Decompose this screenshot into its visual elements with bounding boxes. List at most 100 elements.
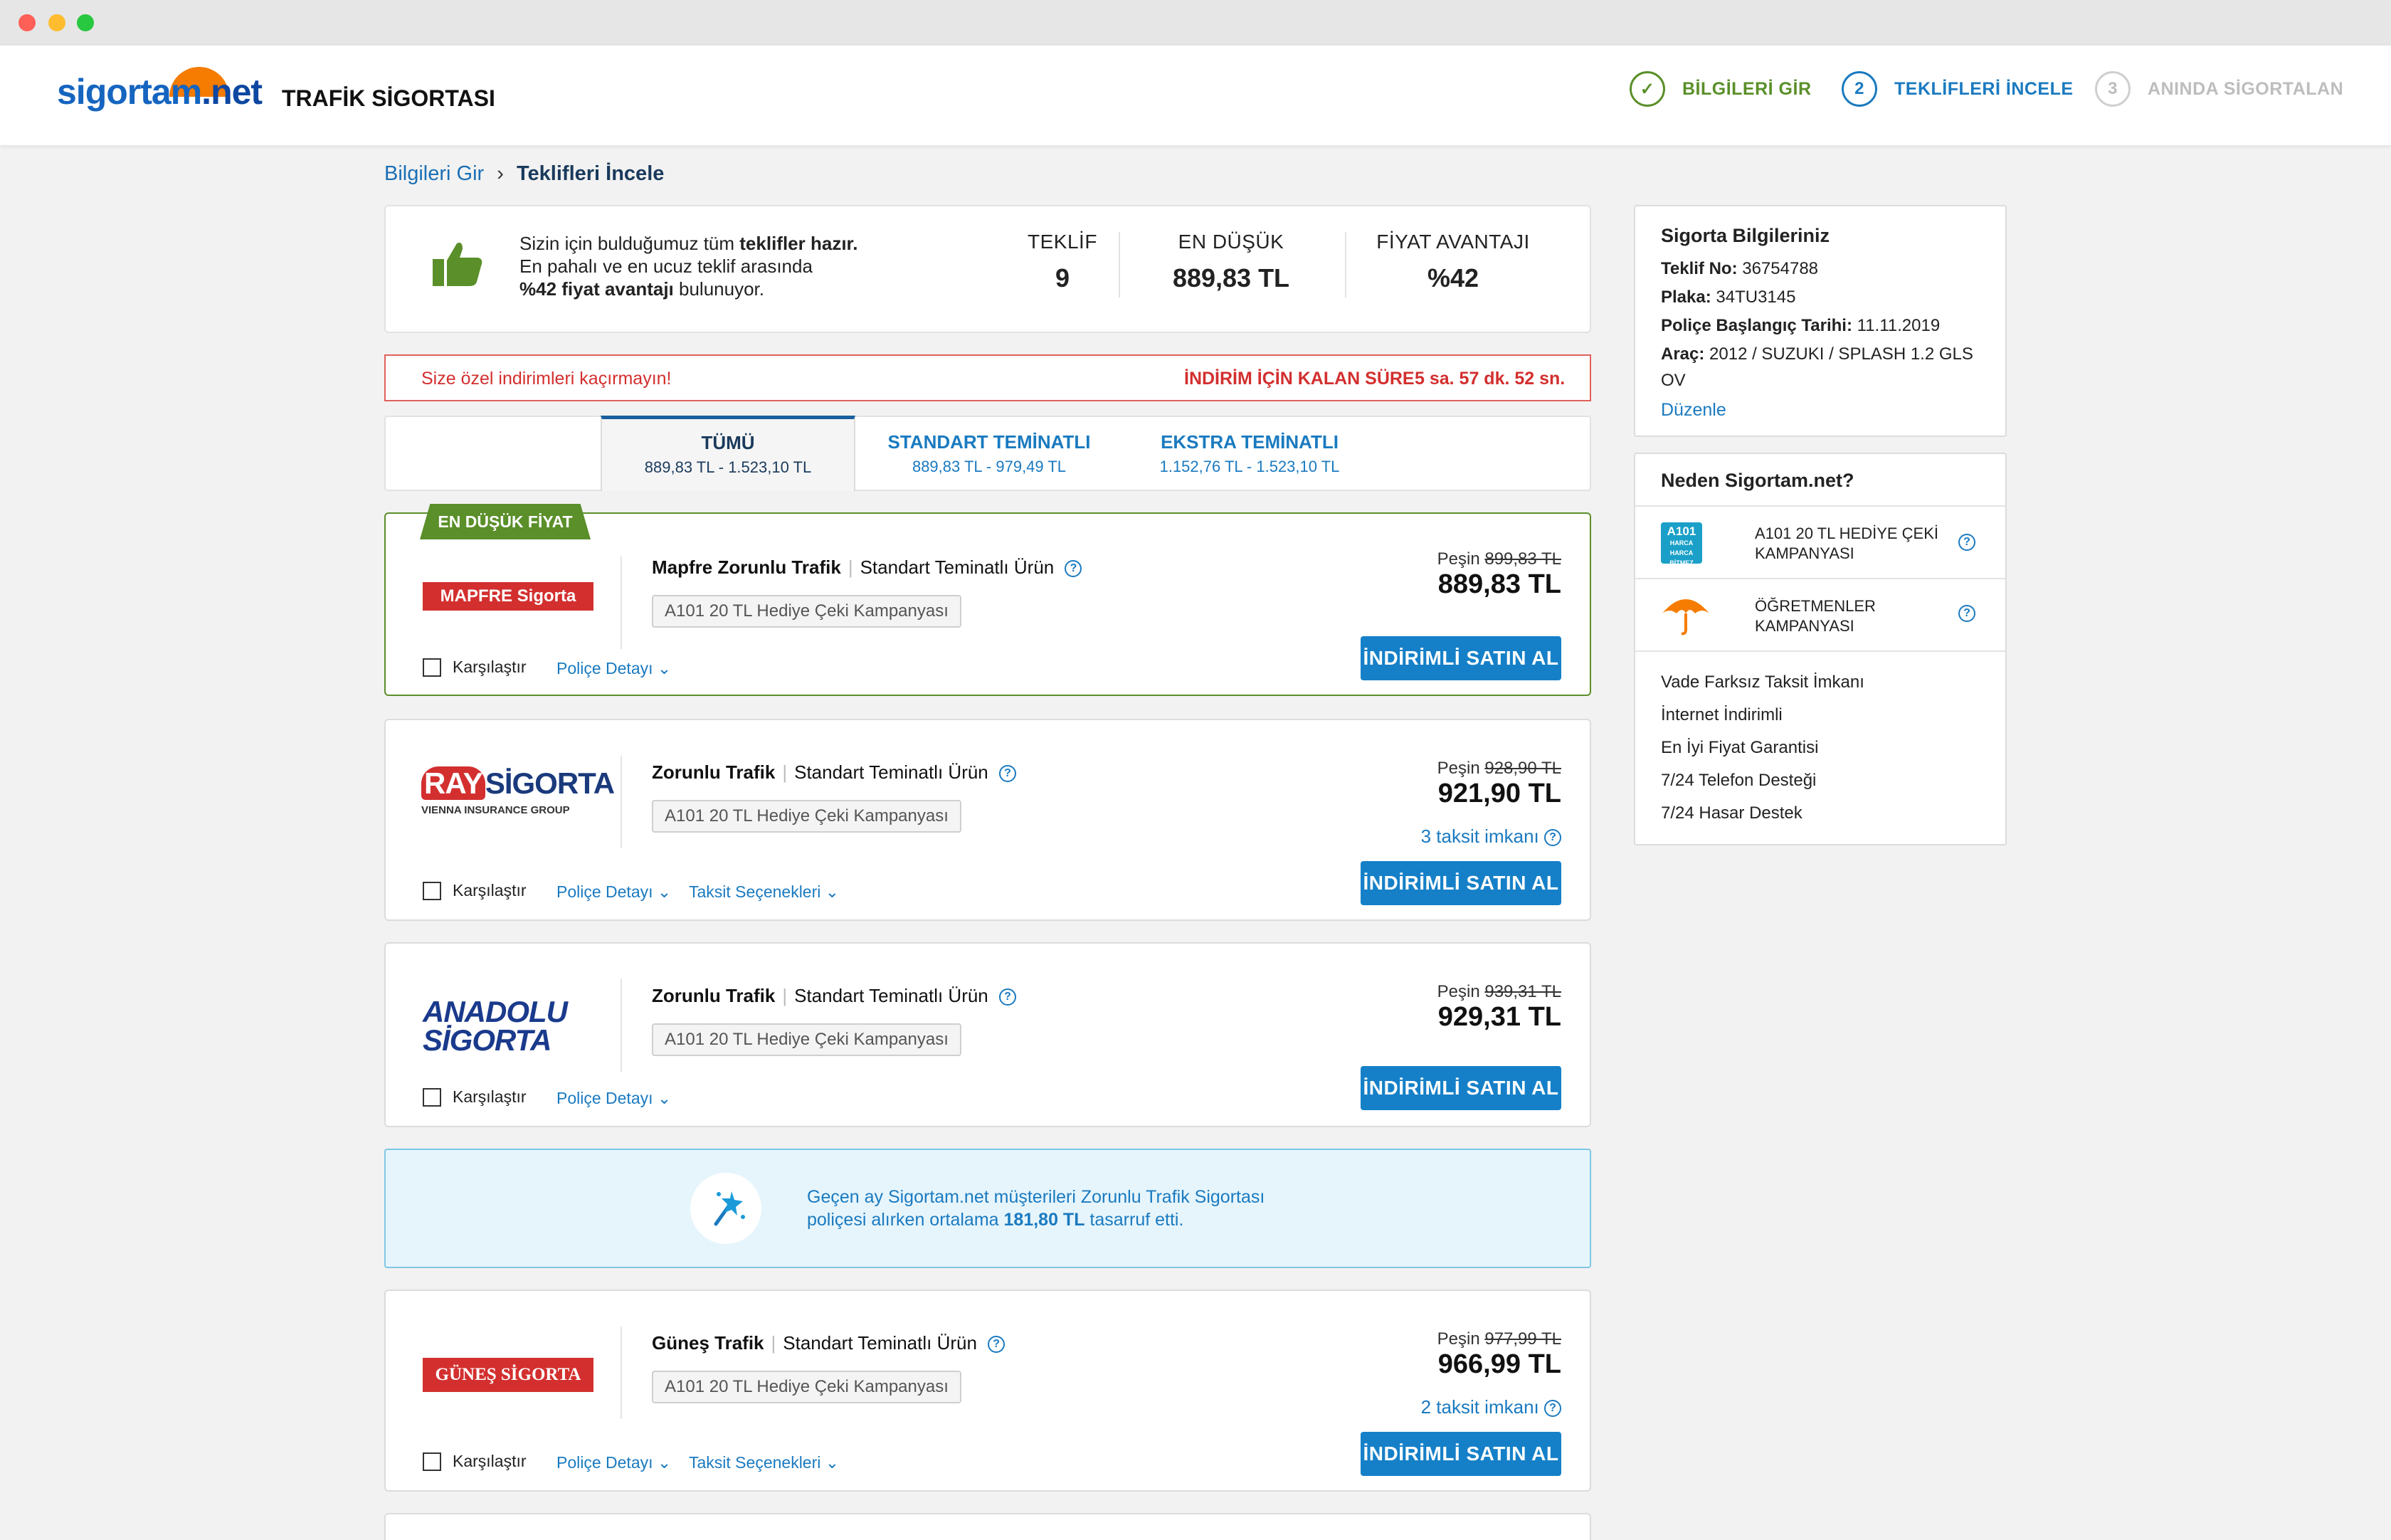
tab-ekstra-teminatli[interactable]: EKSTRA TEMİNATLI 1.152,76 TL - 1.523,10 … <box>1159 431 1340 475</box>
insurance-details: Teklif No: 36754788 Plaka: 34TU3145 Poli… <box>1661 255 1988 393</box>
checkbox-icon[interactable] <box>423 881 441 900</box>
lowest-price-badge: EN DÜŞÜK FİYAT <box>420 504 591 539</box>
installment-info[interactable]: 3 taksit imkanı ? <box>1421 826 1561 848</box>
chevron-down-icon: ⌄ <box>657 1089 672 1107</box>
step-bilgileri-gir[interactable]: ✓ BİLGİLERİ GİR <box>1630 71 1812 107</box>
offer-product-name: Güneş Trafik | Standart Teminatlı Ürün ? <box>652 1332 1006 1354</box>
help-icon[interactable]: ? <box>1544 1400 1561 1418</box>
policy-detail-link[interactable]: Poliçe Detayı ⌄ <box>556 1089 672 1107</box>
step-aninda-sigortalan: 3 ANINDA SİGORTALAN <box>2095 71 2343 107</box>
divider <box>1635 578 2005 579</box>
countdown-value: 5 sa. 57 dk. 52 sn. <box>1415 369 1566 389</box>
help-icon[interactable]: ? <box>1958 534 1975 551</box>
help-icon[interactable]: ? <box>1065 560 1082 578</box>
installment-options-link[interactable]: Taksit Seçenekleri ⌄ <box>689 1453 840 1472</box>
help-icon[interactable]: ? <box>1958 605 1975 622</box>
gunes-sigorta-logo: GÜNEŞ SİGORTA <box>423 1358 593 1392</box>
offer-price: 921,90 TL <box>1437 779 1561 808</box>
mapfre-logo: MAPFRE Sigorta <box>423 582 593 611</box>
edit-link[interactable]: Düzenle <box>1661 400 1726 420</box>
feature-list: Vade Farksız Taksit İmkanı İnternet İndi… <box>1661 666 1864 830</box>
help-icon[interactable]: ? <box>999 765 1017 783</box>
campaign-a101[interactable]: A101 20 TL HEDİYE ÇEKİ KAMPANYASI <box>1755 524 1939 562</box>
cash-price-old: Peşin 899,83 TL <box>1437 549 1561 569</box>
divider <box>621 557 622 649</box>
divider <box>1635 650 2005 652</box>
compare-checkbox[interactable]: Karşılaştır <box>423 658 527 677</box>
countdown-label: İNDİRİM İÇİN KALAN SÜRE <box>1184 369 1415 389</box>
step-teklifleri-incele: 2 TEKLİFLERİ İNCELE <box>1842 71 2074 107</box>
campaign-tag: A101 20 TL Hediye Çeki Kampanyası <box>652 1023 961 1056</box>
offer-product-name: Zorunlu Trafik | Standart Teminatlı Ürün ? <box>652 985 1017 1007</box>
offer-product-name: Zorunlu Trafik | Standart Teminatlı Ürün ? <box>652 761 1017 784</box>
cash-price-old: Peşin 977,99 TL <box>1437 1329 1561 1349</box>
magic-wand-icon <box>690 1173 761 1244</box>
offer-price: 889,83 TL <box>1437 569 1561 599</box>
step-label: BİLGİLERİ GİR <box>1682 78 1812 99</box>
divider <box>1345 232 1346 297</box>
compare-checkbox[interactable]: Karşılaştır <box>423 881 527 900</box>
thumbs-up-icon <box>433 243 482 286</box>
divider <box>1119 232 1120 297</box>
chevron-down-icon: ⌄ <box>825 1453 840 1472</box>
site-header <box>0 46 2391 145</box>
cash-price-old: Peşin 939,31 TL <box>1437 982 1561 1001</box>
offer-price: 929,31 TL <box>1437 1002 1561 1032</box>
savings-info-banner: Geçen ay Sigortam.net müşterileri Zorunl… <box>384 1149 1591 1268</box>
feature-item: Vade Farksız Taksit İmkanı <box>1661 673 1864 692</box>
summary-text: Sizin için bulduğumuz tüm teklifler hazı… <box>519 233 858 300</box>
step-label: TEKLİFLERİ İNCELE <box>1894 78 2074 99</box>
umbrella-icon <box>1662 599 1709 635</box>
help-icon[interactable]: ? <box>988 1336 1006 1354</box>
site-logo[interactable]: sigortam.net <box>57 72 263 112</box>
stat-fiyat-avantaji: FİYAT AVANTAJI %42 <box>1376 231 1530 292</box>
policy-detail-link[interactable]: Poliçe Detayı ⌄ <box>556 659 672 677</box>
divider <box>1635 505 2005 507</box>
feature-item: En İyi Fiyat Garantisi <box>1661 738 1819 757</box>
policy-detail-link[interactable]: Poliçe Detayı ⌄ <box>556 882 672 901</box>
maximize-window-button[interactable] <box>77 14 94 31</box>
step-number: 2 <box>1842 71 1877 107</box>
chevron-right-icon: › <box>497 162 504 185</box>
checkbox-icon[interactable] <box>423 1087 441 1107</box>
buy-button[interactable]: İNDİRİMLİ SATIN AL <box>1361 636 1561 680</box>
tab-standart-teminatli[interactable]: STANDART TEMİNATLI 889,83 TL - 979,49 TL <box>887 431 1091 475</box>
chevron-down-icon: ⌄ <box>657 659 672 677</box>
window-titlebar <box>0 0 2391 46</box>
panel-title: Sigorta Bilgileriniz <box>1661 225 1830 246</box>
minimize-window-button[interactable] <box>48 14 65 31</box>
filter-tabs <box>384 416 1591 491</box>
step-label: ANINDA SİGORTALAN <box>2148 78 2344 99</box>
buy-button[interactable]: İNDİRİMLİ SATIN AL <box>1361 861 1561 905</box>
campaign-ogretmenler[interactable]: ÖĞRETMENLER KAMPANYASI <box>1755 597 1876 635</box>
offer-product-name: Mapfre Zorunlu Trafik | Standart Teminatlı… <box>652 557 1082 579</box>
buy-button[interactable]: İNDİRİMLİ SATIN AL <box>1361 1066 1561 1110</box>
compare-checkbox[interactable]: Karşılaştır <box>423 1452 527 1471</box>
close-window-button[interactable] <box>19 14 36 31</box>
offer-card-anadolu: ANADOLU SİGORTA Zorunlu Trafik | Standart T… <box>384 942 1591 1127</box>
checkbox-icon[interactable] <box>423 658 441 677</box>
campaign-tag: A101 20 TL Hediye Çeki Kampanyası <box>652 595 961 628</box>
installment-info[interactable]: 2 taksit imkanı ? <box>1421 1396 1561 1418</box>
divider <box>621 1327 622 1419</box>
cash-price-old: Peşin 928,90 TL <box>1437 759 1561 778</box>
offer-card-next <box>384 1513 1591 1540</box>
promo-message: Size özel indirimleri kaçırmayın! <box>421 369 672 389</box>
discount-countdown-bar: Size özel indirimleri kaçırmayın! İNDİRİ… <box>384 354 1591 401</box>
buy-button[interactable]: İNDİRİMLİ SATIN AL <box>1361 1432 1561 1476</box>
step-number: 3 <box>2095 71 2131 107</box>
installment-options-link[interactable]: Taksit Seçenekleri ⌄ <box>689 882 840 901</box>
tab-tumu[interactable]: TÜMÜ 889,83 TL - 1.523,10 TL <box>601 416 855 491</box>
why-sigortam-panel: Neden Sigortam.net? A101 HARCA HARCA BİTM… <box>1634 453 2007 845</box>
help-icon[interactable]: ? <box>999 988 1017 1006</box>
page-title: TRAFİK SİGORTASI <box>282 85 495 111</box>
stat-teklif: TEKLİF 9 <box>1028 231 1097 292</box>
compare-checkbox[interactable]: Karşılaştır <box>423 1087 527 1107</box>
checkbox-icon[interactable] <box>423 1452 441 1471</box>
breadcrumb-link-bilgileri-gir[interactable]: Bilgileri Gir <box>384 162 485 185</box>
detail-arac: Araç: 2012 / SUZUKI / SPLASH 1.2 GLS <box>1661 344 1973 364</box>
policy-detail-link[interactable]: Poliçe Detayı ⌄ <box>556 1453 672 1472</box>
detail-teklif-no: Teklif No: 36754788 <box>1661 259 1819 278</box>
help-icon[interactable]: ? <box>1544 829 1561 847</box>
divider <box>621 756 622 848</box>
